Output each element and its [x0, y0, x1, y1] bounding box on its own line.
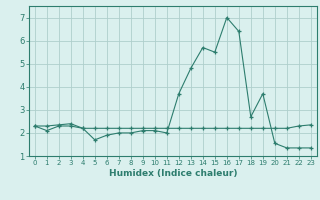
- X-axis label: Humidex (Indice chaleur): Humidex (Indice chaleur): [108, 169, 237, 178]
